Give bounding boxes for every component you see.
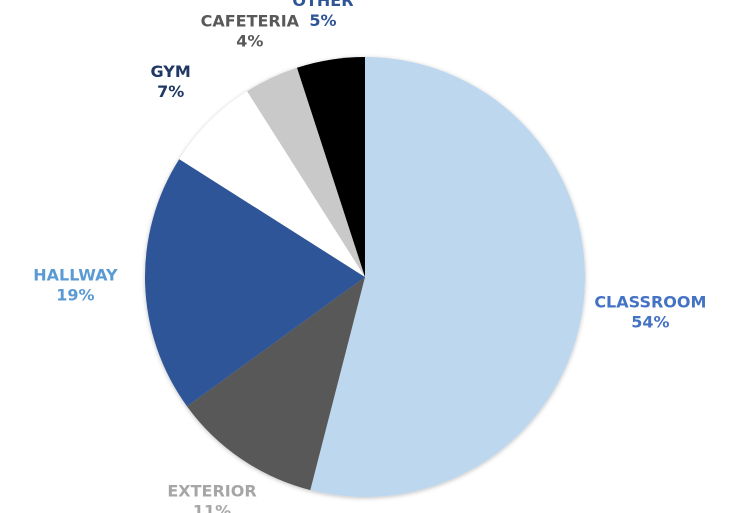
- pie: [145, 57, 586, 498]
- pie-slice: [310, 57, 586, 498]
- slice-value-label: 19%: [56, 286, 94, 305]
- pie-slice: [187, 277, 365, 491]
- slice-value-label: 7%: [157, 82, 184, 101]
- pie-slice: [179, 91, 365, 277]
- slice-value-label: 4%: [236, 32, 263, 51]
- slice-value-label: 11%: [193, 502, 231, 513]
- slice-value-label: 54%: [631, 313, 669, 332]
- slice-label: CAFETERIA: [201, 12, 300, 31]
- slice-label: HALLWAY: [33, 266, 118, 285]
- slice-label: CLASSROOM: [594, 293, 706, 312]
- pie-slice: [247, 67, 365, 277]
- slice-label: EXTERIOR: [167, 482, 256, 501]
- slice-label: GYM: [151, 62, 191, 81]
- slice-label: OTHER: [292, 0, 353, 10]
- pie-slice: [297, 57, 365, 277]
- slice-value-label: 5%: [309, 11, 336, 30]
- pie-slice: [145, 159, 365, 407]
